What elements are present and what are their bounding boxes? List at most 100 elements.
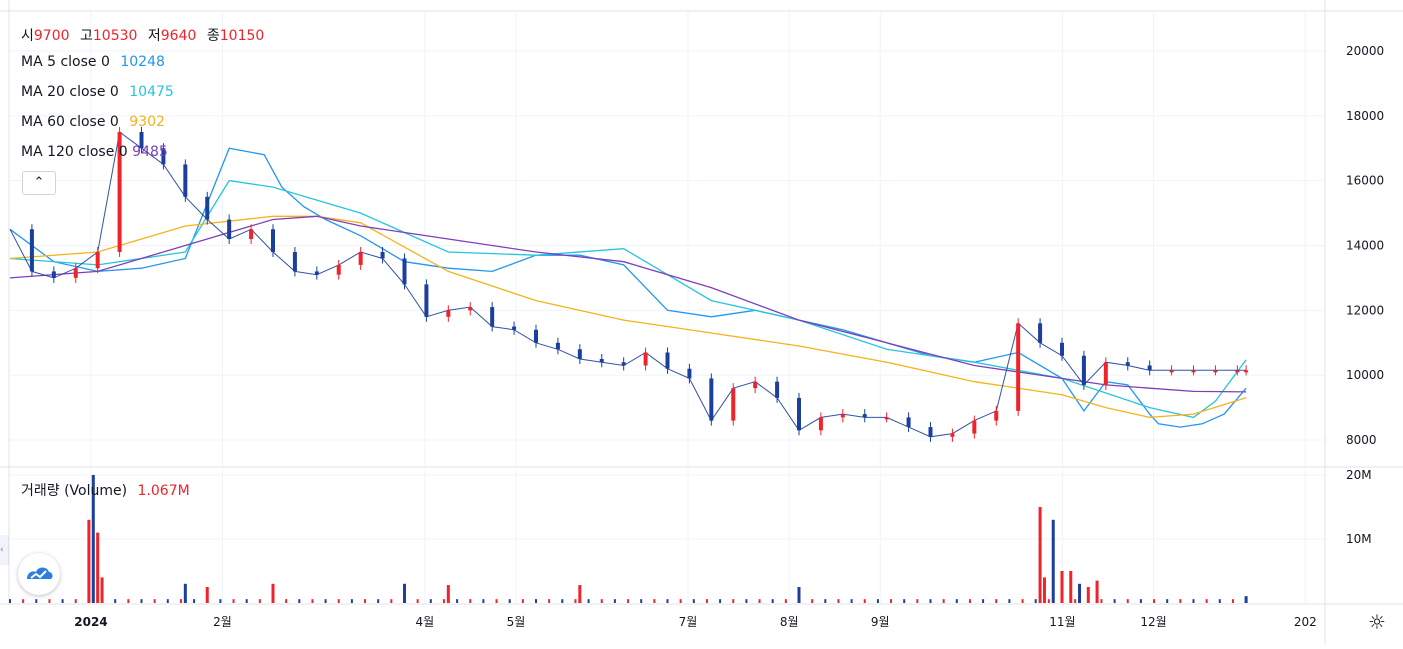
volume-bar	[732, 599, 735, 603]
ma20-legend[interactable]: MA 20 close 0 10475	[21, 84, 174, 100]
volume-bar	[193, 599, 196, 603]
price-tick-label: 16000	[1346, 174, 1384, 188]
candle-body	[599, 358, 604, 363]
volume-bar	[1153, 599, 1156, 603]
candle-body	[139, 131, 144, 149]
volume-bar	[74, 599, 77, 603]
volume-bar	[1179, 599, 1182, 603]
sidebar-toggle-tab[interactable]: ‹	[0, 535, 9, 565]
candle-body	[161, 148, 166, 165]
candle-body	[512, 326, 517, 330]
candle-body	[950, 433, 955, 437]
candle-body	[424, 284, 429, 317]
gear-icon[interactable]: ☼	[1368, 610, 1386, 634]
collapse-legend-button[interactable]: ⌃	[22, 171, 56, 195]
candle-body	[621, 362, 626, 366]
time-tick-label: 11월	[1049, 615, 1075, 629]
candle-body	[709, 378, 714, 421]
volume-bar	[1231, 599, 1234, 603]
volume-bar	[285, 599, 288, 603]
volume-bar	[508, 599, 511, 603]
volume-legend[interactable]: 거래량 (Volume) 1.067M	[21, 480, 190, 500]
candle-body	[1081, 355, 1086, 385]
volume-bar	[876, 599, 879, 603]
volume-bar	[982, 599, 985, 603]
volume-bar	[298, 599, 301, 603]
volume-bar	[1021, 599, 1024, 603]
ma120-legend[interactable]: MA 120 close 0 9485	[21, 144, 168, 160]
volume-bar	[561, 599, 564, 603]
volume-bar	[127, 599, 130, 603]
candle-body	[1016, 323, 1021, 411]
ma5-label: MA 5 close 0	[21, 54, 110, 70]
candle-body	[73, 268, 78, 278]
volume-bar	[1069, 571, 1073, 603]
candle-body	[205, 196, 210, 220]
volume-bar	[429, 599, 432, 603]
volume-bar	[705, 599, 708, 603]
volume-bar	[995, 599, 998, 603]
candle-body	[1213, 370, 1218, 373]
volume-bar	[1008, 599, 1011, 603]
volume-bar	[469, 599, 472, 603]
tradingview-logo-button[interactable]	[18, 553, 60, 595]
volume-bar	[916, 599, 919, 603]
candle-body	[1191, 370, 1196, 373]
ma120-value: 9485	[132, 144, 168, 160]
close-label: 종	[206, 28, 220, 44]
cloud-logo-icon	[27, 567, 53, 579]
candle-body	[731, 388, 736, 421]
volume-bar	[1074, 599, 1077, 603]
candle-body	[1060, 342, 1064, 356]
ma5-legend[interactable]: MA 5 close 0 10248	[21, 54, 165, 70]
volume-bar	[442, 599, 445, 603]
candle-body	[227, 219, 232, 239]
candle-body	[117, 131, 122, 252]
candle-body	[95, 251, 100, 269]
candle-body	[271, 229, 275, 252]
volume-bar	[1095, 580, 1099, 603]
close-value: 10150	[219, 28, 265, 44]
ma5-value: 10248	[120, 54, 165, 70]
volume-bar	[1038, 507, 1042, 603]
volume-bar	[587, 599, 590, 603]
volume-bar	[390, 599, 393, 603]
volume-bar	[337, 599, 340, 603]
volume-value: 1.067M	[137, 483, 190, 499]
price-tick-label: 20000	[1346, 44, 1384, 58]
volume-bar	[364, 599, 367, 603]
low-label: 저	[147, 28, 161, 44]
candle-body	[753, 381, 758, 389]
volume-bar	[1078, 583, 1082, 603]
candle-body	[380, 251, 385, 259]
volume-bar	[205, 587, 209, 603]
open-label: 시	[21, 28, 34, 44]
volume-label: 거래량 (Volume)	[21, 483, 128, 499]
candle-body	[1038, 323, 1043, 343]
volume-bar	[784, 599, 787, 603]
time-tick-label: 5월	[507, 615, 526, 629]
volume-bar	[482, 599, 485, 603]
ma60-legend[interactable]: MA 60 close 0 9302	[21, 114, 165, 130]
candle-body	[1235, 370, 1240, 373]
volume-bar	[521, 599, 524, 603]
volume-bar	[446, 585, 450, 603]
candle-body	[490, 307, 495, 327]
volume-bar	[1218, 599, 1221, 603]
price-tick-label: 18000	[1346, 109, 1384, 123]
ma120-label: MA 120 close 0	[21, 144, 128, 160]
candle-body	[51, 271, 56, 278]
candle-body	[687, 368, 692, 379]
volume-bar	[666, 599, 669, 603]
volume-bar	[824, 599, 827, 603]
volume-bar	[850, 599, 853, 603]
ma60-value: 9302	[129, 114, 165, 130]
candle-body	[1103, 362, 1108, 385]
chevron-up-icon: ⌃	[33, 175, 45, 190]
volume-bar	[219, 599, 222, 603]
volume-bar	[837, 599, 840, 603]
volume-bar	[574, 599, 577, 603]
time-tick-label: 2월	[213, 615, 232, 629]
